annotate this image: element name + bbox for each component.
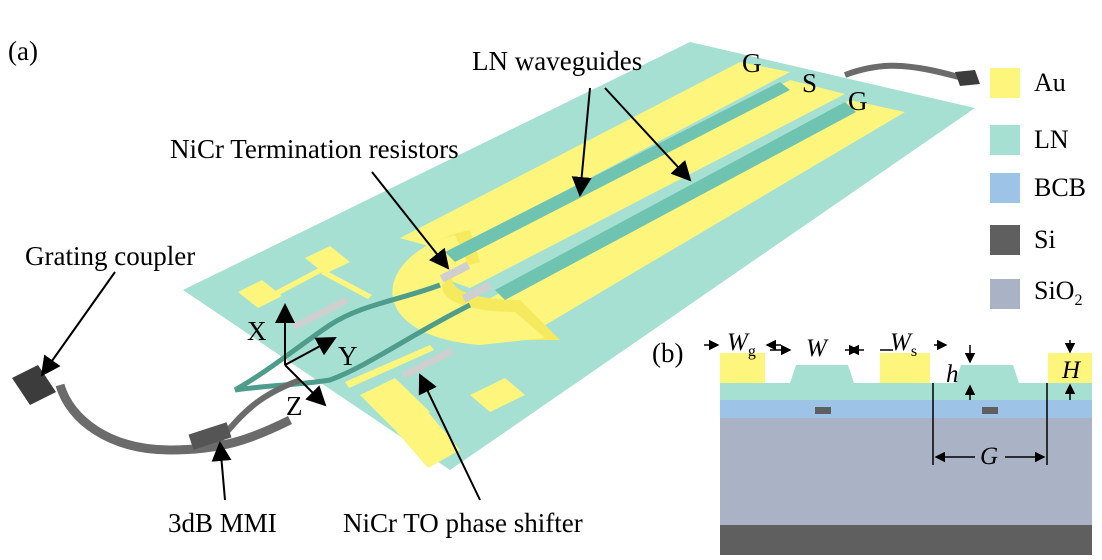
label-phase-shifter: NiCr TO phase shifter <box>343 508 583 538</box>
label-axis-z: Z <box>286 391 303 421</box>
output-fiber-tip <box>955 70 980 86</box>
phase-shifter-pads-lower <box>345 345 525 468</box>
label-g-gap: G <box>980 443 999 470</box>
label-electrode-g2: G <box>848 86 868 116</box>
legend-label-ln: LN <box>1034 125 1069 154</box>
ln-waveguide-ridges <box>445 82 856 300</box>
label-ws: Ws <box>890 329 918 360</box>
legend-swatch-ln <box>990 125 1020 155</box>
annotation-arrows <box>40 87 692 501</box>
legend-label-sio2: SiO2 <box>1034 276 1083 310</box>
legend-swatch-sio2 <box>990 278 1020 309</box>
legend-item-sio2: SiO2 <box>990 278 1082 309</box>
label-mmi: 3dB MMI <box>168 508 277 538</box>
label-axis-x: X <box>247 316 267 346</box>
legend-label-bcb: BCB <box>1034 173 1087 202</box>
label-grating-coupler: Grating coupler <box>25 241 196 271</box>
legend-item-si: Si <box>990 225 1056 255</box>
grating-coupler-device <box>12 365 56 405</box>
label-ln-waveguides: LN waveguides <box>472 46 643 76</box>
cross-section <box>720 353 1092 555</box>
panel-label-b: (b) <box>652 338 684 368</box>
waveguide-routing <box>233 282 472 393</box>
label-h: h <box>946 361 959 388</box>
output-fiber <box>843 62 973 83</box>
legend-label-au: Au <box>1034 68 1066 97</box>
mmi-block <box>188 422 232 450</box>
legend-swatch-bcb <box>990 173 1020 203</box>
label-w: W <box>806 335 827 362</box>
label-electrode-s: S <box>802 68 818 98</box>
nicr-termination-resistors <box>439 261 493 303</box>
coordinate-axes <box>275 303 337 407</box>
input-fiber <box>55 383 293 455</box>
legend-label-si: Si <box>1034 225 1056 254</box>
label-electrode-g1: G <box>742 48 762 78</box>
phase-shifter-pads-upper <box>238 246 372 331</box>
legend-item-au: Au <box>990 68 1066 98</box>
label-cap-h: H <box>1062 357 1081 384</box>
legend-item-ln: LN <box>990 125 1069 155</box>
label-nicr-termination: NiCr Termination resistors <box>170 134 459 164</box>
legend-swatch-si <box>990 225 1020 255</box>
legend-item-bcb: BCB <box>990 173 1086 203</box>
legend-swatch-au <box>990 68 1020 98</box>
cross-section-dimensions <box>704 339 1076 465</box>
panel-label-a: (a) <box>8 36 38 66</box>
label-wg: Wg <box>727 329 756 360</box>
label-axis-y: Y <box>338 341 358 371</box>
